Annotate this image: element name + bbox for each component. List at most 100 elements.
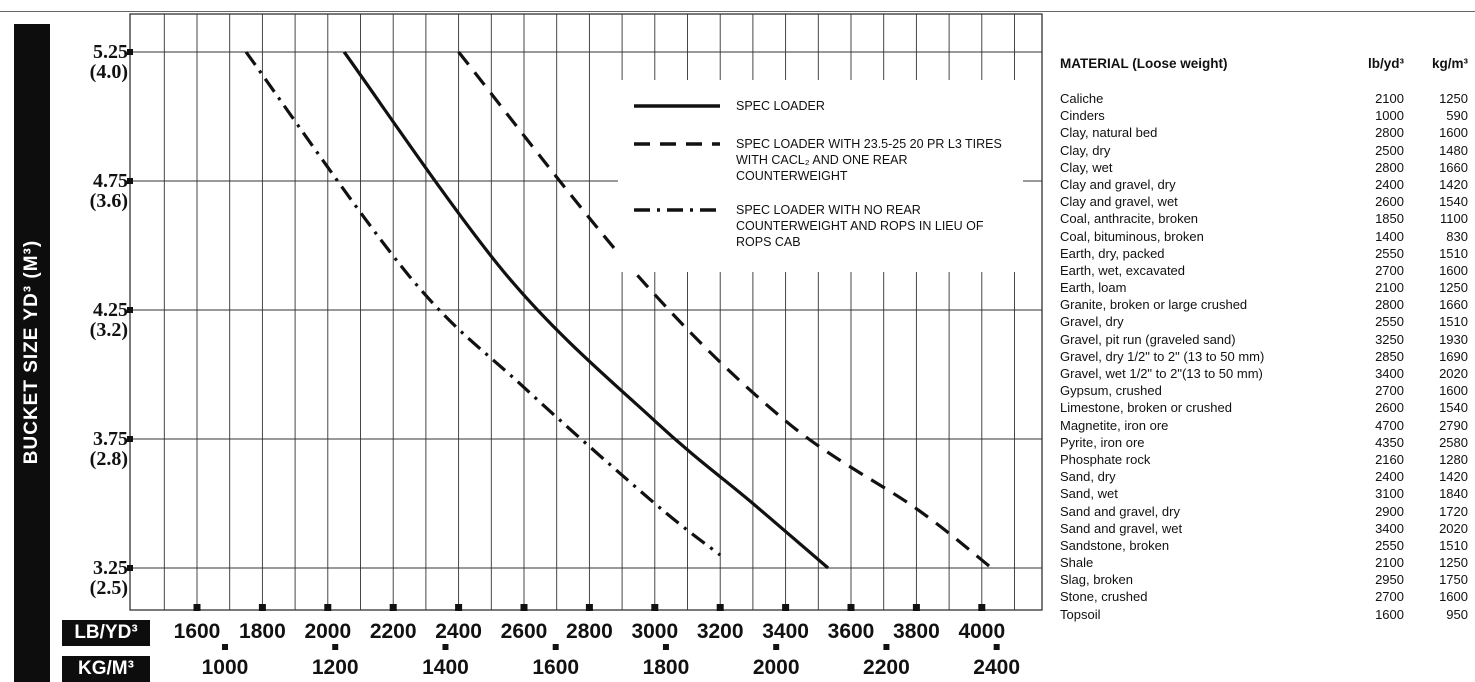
kg-cell: 950 <box>1418 606 1468 623</box>
kg-cell: 1420 <box>1418 468 1468 485</box>
kg-cell: 1750 <box>1418 571 1468 588</box>
x2-tick-marker <box>663 644 669 650</box>
table-row: Coal, anthracite, broken 1850 1100 <box>1060 210 1470 227</box>
table-row: Earth, loam 2100 1250 <box>1060 279 1470 296</box>
y-tick-value: 4.75 <box>58 171 128 191</box>
x-tick-marker <box>521 604 528 611</box>
table-row: Caliche 2100 1250 <box>1060 90 1470 107</box>
table-row: Sand and gravel, dry 2900 1720 <box>1060 503 1470 520</box>
y-tick-label: 3.75 (2.8) <box>58 429 128 469</box>
kg-cell: 1510 <box>1418 245 1468 262</box>
material-cell: Stone, crushed <box>1060 588 1147 605</box>
y-tick-label: 4.25 (3.2) <box>58 300 128 340</box>
x-tick-label: 2600 <box>501 620 548 644</box>
x2-tick-marker <box>442 644 448 650</box>
material-cell: Earth, loam <box>1060 279 1126 296</box>
kg-cell: 1660 <box>1418 159 1468 176</box>
table-row: Gravel, dry 2550 1510 <box>1060 313 1470 330</box>
lb-cell: 2550 <box>1354 537 1404 554</box>
kg-cell: 1690 <box>1418 348 1468 365</box>
x-tick-label: 1800 <box>239 620 286 644</box>
material-cell: Sand and gravel, dry <box>1060 503 1180 520</box>
x-tick-marker <box>259 604 266 611</box>
table-row: Limestone, broken or crushed 2600 1540 <box>1060 399 1470 416</box>
lb-cell: 2700 <box>1354 382 1404 399</box>
lb-cell: 2100 <box>1354 279 1404 296</box>
material-cell: Earth, dry, packed <box>1060 245 1165 262</box>
y-tick-label: 5.25 (4.0) <box>58 42 128 82</box>
material-cell: Gravel, dry <box>1060 313 1124 330</box>
table-row: Sand and gravel, wet 3400 2020 <box>1060 520 1470 537</box>
x-tick-label: 3600 <box>828 620 875 644</box>
material-cell: Gravel, wet 1/2" to 2"(13 to 50 mm) <box>1060 365 1263 382</box>
table-row: Clay, dry 2500 1480 <box>1060 142 1470 159</box>
y-tick-metric: (3.2) <box>58 320 128 340</box>
table-row: Gravel, pit run (graveled sand) 3250 1930 <box>1060 331 1470 348</box>
material-cell: Cinders <box>1060 107 1105 124</box>
x-tick-marker <box>455 604 462 611</box>
y-tick-metric: (2.5) <box>58 578 128 598</box>
material-cell: Sandstone, broken <box>1060 537 1169 554</box>
x2-tick-marker <box>553 644 559 650</box>
kg-cell: 1600 <box>1418 262 1468 279</box>
lb-cell: 2100 <box>1354 90 1404 107</box>
kg-cell: 2580 <box>1418 434 1468 451</box>
kg-cell: 1540 <box>1418 193 1468 210</box>
x-tick-label: 4000 <box>958 620 1005 644</box>
table-row: Clay and gravel, dry 2400 1420 <box>1060 176 1470 193</box>
lb-cell: 2160 <box>1354 451 1404 468</box>
kg-cell: 1600 <box>1418 588 1468 605</box>
x-tick-marker <box>717 604 724 611</box>
x-tick-label: 2400 <box>435 620 482 644</box>
legend-swatch <box>634 136 724 152</box>
x-tick-label: 3200 <box>697 620 744 644</box>
table-row: Gypsum, crushed 2700 1600 <box>1060 382 1470 399</box>
x-tick-marker <box>390 604 397 611</box>
y-tick-value: 3.75 <box>58 429 128 449</box>
x-unit-label-kg: KG/M³ <box>62 656 150 682</box>
table-body: Caliche 2100 1250 Cinders 1000 590 Clay, natur… <box>1060 90 1470 623</box>
kg-cell: 1600 <box>1418 124 1468 141</box>
kg-cell: 1510 <box>1418 313 1468 330</box>
kg-cell: 1510 <box>1418 537 1468 554</box>
lb-cell: 2100 <box>1354 554 1404 571</box>
material-cell: Shale <box>1060 554 1093 571</box>
table-row: Topsoil 1600 950 <box>1060 606 1470 623</box>
x-tick-marker <box>324 604 331 611</box>
material-cell: Pyrite, iron ore <box>1060 434 1145 451</box>
x-tick-marker <box>848 604 855 611</box>
lb-cell: 3250 <box>1354 331 1404 348</box>
lb-cell: 2500 <box>1354 142 1404 159</box>
material-cell: Sand, dry <box>1060 468 1116 485</box>
lb-cell: 2850 <box>1354 348 1404 365</box>
material-cell: Limestone, broken or crushed <box>1060 399 1232 416</box>
x2-tick-label: 1800 <box>643 656 690 680</box>
material-cell: Clay, natural bed <box>1060 124 1157 141</box>
x2-tick-label: 1400 <box>422 656 469 680</box>
y-tick-label: 3.25 (2.5) <box>58 558 128 598</box>
table-row: Coal, bituminous, broken 1400 830 <box>1060 228 1470 245</box>
material-cell: Sand, wet <box>1060 485 1118 502</box>
kg-cell: 1250 <box>1418 279 1468 296</box>
material-cell: Coal, anthracite, broken <box>1060 210 1198 227</box>
table-row: Clay, natural bed 2800 1600 <box>1060 124 1470 141</box>
lb-cell: 2800 <box>1354 296 1404 313</box>
y-tick-metric: (4.0) <box>58 62 128 82</box>
material-cell: Slag, broken <box>1060 571 1133 588</box>
y-tick-value: 5.25 <box>58 42 128 62</box>
kg-cell: 2020 <box>1418 365 1468 382</box>
kg-cell: 1720 <box>1418 503 1468 520</box>
lb-cell: 2550 <box>1354 313 1404 330</box>
lb-cell: 2800 <box>1354 159 1404 176</box>
material-cell: Phosphate rock <box>1060 451 1150 468</box>
x-tick-marker <box>782 604 789 611</box>
table-row: Clay and gravel, wet 2600 1540 <box>1060 193 1470 210</box>
table-row: Slag, broken 2950 1750 <box>1060 571 1470 588</box>
lb-cell: 2600 <box>1354 399 1404 416</box>
legend-label: SPEC LOADER WITH 23.5-25 20 PR L3 TIRES … <box>736 136 1006 184</box>
table-row: Clay, wet 2800 1660 <box>1060 159 1470 176</box>
material-cell: Clay, wet <box>1060 159 1113 176</box>
kg-cell: 2790 <box>1418 417 1468 434</box>
x2-tick-marker <box>332 644 338 650</box>
kg-cell: 1100 <box>1418 210 1468 227</box>
